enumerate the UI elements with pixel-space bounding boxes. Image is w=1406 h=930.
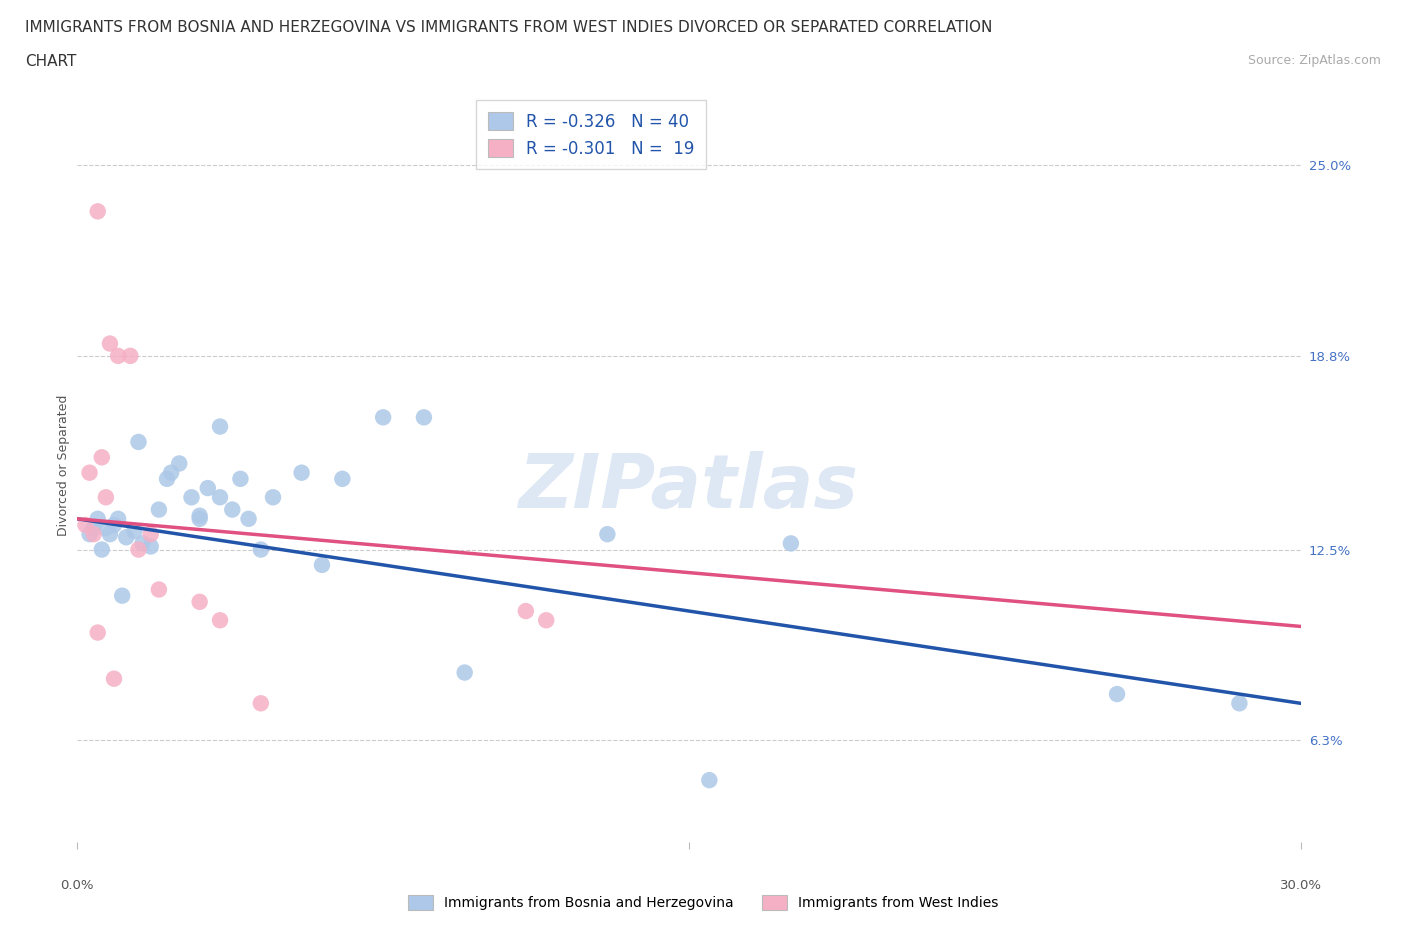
Point bbox=[90, 542, 112, 557]
Point bbox=[209, 490, 232, 505]
Point bbox=[238, 512, 260, 526]
Point bbox=[107, 512, 129, 526]
Point bbox=[120, 349, 142, 364]
Point bbox=[94, 490, 117, 505]
Text: ZIPatlas: ZIPatlas bbox=[519, 451, 859, 525]
Text: Source: ZipAtlas.com: Source: ZipAtlas.com bbox=[1247, 54, 1381, 67]
Point bbox=[75, 517, 97, 532]
Point bbox=[128, 542, 150, 557]
Point bbox=[87, 625, 110, 640]
Point bbox=[103, 517, 125, 532]
Point bbox=[413, 410, 436, 425]
Point bbox=[188, 509, 211, 524]
Point bbox=[454, 665, 477, 680]
Point bbox=[103, 671, 125, 686]
Point bbox=[90, 450, 112, 465]
Point bbox=[188, 512, 211, 526]
Point bbox=[332, 472, 354, 486]
Point bbox=[311, 557, 333, 572]
Point bbox=[515, 604, 537, 618]
Point bbox=[221, 502, 243, 517]
Point bbox=[131, 536, 153, 551]
Point bbox=[780, 536, 803, 551]
Point bbox=[371, 410, 394, 425]
Point bbox=[209, 419, 232, 434]
Point bbox=[229, 472, 252, 486]
Text: 0.0%: 0.0% bbox=[60, 879, 94, 892]
Point bbox=[536, 613, 558, 628]
Y-axis label: Divorced or Separated: Divorced or Separated bbox=[58, 394, 70, 536]
Legend: R = -0.326   N = 40, R = -0.301   N =  19: R = -0.326 N = 40, R = -0.301 N = 19 bbox=[477, 100, 706, 169]
Point bbox=[128, 434, 150, 449]
Point bbox=[596, 526, 619, 541]
Point bbox=[94, 521, 117, 536]
Text: CHART: CHART bbox=[25, 54, 77, 69]
Point bbox=[139, 539, 162, 554]
Point bbox=[180, 490, 202, 505]
Point bbox=[139, 526, 162, 541]
Point bbox=[148, 582, 170, 597]
Point bbox=[291, 465, 314, 480]
Legend: Immigrants from Bosnia and Herzegovina, Immigrants from West Indies: Immigrants from Bosnia and Herzegovina, … bbox=[402, 889, 1004, 916]
Point bbox=[148, 502, 170, 517]
Point bbox=[124, 524, 146, 538]
Point bbox=[79, 465, 101, 480]
Text: 30.0%: 30.0% bbox=[1279, 879, 1322, 892]
Point bbox=[197, 481, 219, 496]
Point bbox=[209, 613, 232, 628]
Point bbox=[87, 512, 110, 526]
Point bbox=[98, 336, 121, 351]
Point bbox=[169, 456, 191, 471]
Point bbox=[87, 204, 110, 219]
Point bbox=[188, 594, 211, 609]
Point bbox=[115, 530, 138, 545]
Point bbox=[250, 696, 273, 711]
Point bbox=[160, 465, 183, 480]
Point bbox=[262, 490, 284, 505]
Point bbox=[1229, 696, 1251, 711]
Point bbox=[98, 526, 121, 541]
Text: IMMIGRANTS FROM BOSNIA AND HERZEGOVINA VS IMMIGRANTS FROM WEST INDIES DIVORCED O: IMMIGRANTS FROM BOSNIA AND HERZEGOVINA V… bbox=[25, 20, 993, 35]
Point bbox=[79, 526, 101, 541]
Point bbox=[250, 542, 273, 557]
Point bbox=[111, 589, 134, 604]
Point bbox=[156, 472, 179, 486]
Point bbox=[107, 349, 129, 364]
Point bbox=[83, 521, 105, 536]
Point bbox=[699, 773, 721, 788]
Point bbox=[83, 526, 105, 541]
Point bbox=[1107, 686, 1129, 701]
